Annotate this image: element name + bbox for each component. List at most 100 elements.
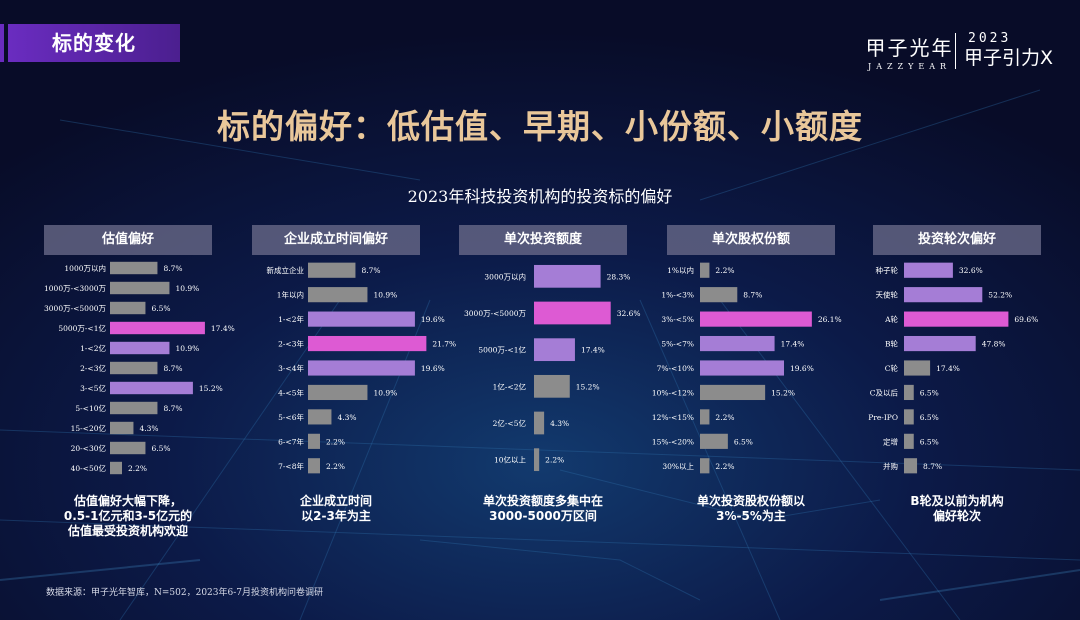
chart-subtitle: 2023年科技投资机构的投资标的偏好 (407, 187, 673, 206)
brand-divider (955, 33, 956, 69)
category-label: 20-<30亿 (71, 443, 107, 453)
category-label: 4-<5年 (278, 387, 304, 397)
brand-name-en: JAZZYEAR (867, 62, 952, 71)
bar (308, 409, 332, 425)
panel-title-valuation: 估值偏好 (44, 225, 212, 255)
caption-line: 以2-3年为主 (301, 509, 371, 523)
valuation-chart: 1000万以内 8.7% 1000万-<3000万 10.9% 3000万-<5000万… (44, 261, 235, 475)
value-label: 19.6% (790, 364, 814, 373)
value-label: 6.5% (920, 413, 939, 422)
category-label: 5%-<7% (661, 340, 694, 349)
category-label: 2-<3年 (278, 339, 304, 349)
category-label: A轮 (884, 314, 898, 324)
category-label: 1%-<3% (661, 291, 694, 300)
panel-title-investment-amount: 单次投资额度 (459, 225, 627, 255)
category-label: 3-<5亿 (80, 383, 106, 393)
category-label: C轮 (885, 363, 899, 373)
value-label: 19.6% (421, 364, 445, 373)
bar (110, 381, 193, 395)
value-label: 47.8% (982, 340, 1006, 349)
category-label: 7-<8年 (278, 461, 304, 471)
value-label: 6.5% (151, 304, 170, 313)
value-label: 2.2% (128, 464, 147, 473)
value-label: 15.2% (199, 384, 223, 393)
value-label: 2.2% (326, 462, 345, 471)
value-label: 2.2% (715, 266, 734, 275)
category-label: 1000万以内 (64, 263, 106, 273)
bar (904, 287, 983, 303)
caption-valuation: 估值偏好大幅下降， 0.5-1亿元和3-5亿元的 估值最受投资机构欢迎 (44, 494, 212, 539)
value-label: 10.9% (175, 344, 199, 353)
bar (110, 341, 170, 355)
value-label: 8.7% (163, 404, 182, 413)
value-label: 10.9% (373, 291, 397, 300)
value-label: 2.2% (326, 437, 345, 446)
value-label: 8.7% (743, 291, 762, 300)
bar (700, 311, 812, 327)
value-label: 8.7% (163, 264, 182, 273)
bar (700, 287, 738, 303)
bar (700, 458, 710, 474)
svg-text:2023: 2023 (968, 31, 1011, 46)
caption-line: 估值最受投资机构欢迎 (67, 524, 188, 538)
category-label: 3000万-<5000万 (44, 304, 106, 313)
bar (534, 448, 540, 472)
bar (534, 301, 611, 325)
equity-share-chart: 1%以内 2.2% 1%-<3% 8.7% 3%-<5% 26.1% 5%-<7% 17.4%… (652, 262, 842, 474)
bar (110, 301, 146, 315)
bar (534, 411, 545, 435)
data-source-note: 数据来源：甲子光年智库，N=502，2023年6-7月投资机构问卷调研 (46, 588, 323, 598)
value-label: 10.9% (175, 284, 199, 293)
headline: 标的偏好：低估值、早期、小份额、小额度 (217, 107, 863, 146)
section-tag-label: 标的变化 (52, 31, 136, 55)
category-label: 3%-<5% (661, 315, 694, 324)
bar (904, 335, 976, 352)
value-label: 2.2% (715, 413, 734, 422)
bar (110, 361, 158, 375)
caption-line: 单次投资股权份额以 (696, 494, 805, 508)
value-label: 6.5% (920, 388, 939, 397)
company-age-chart: 新成立企业 8.7% 1年以内 10.9% 1-<2年 19.6% 2-<3年 21.7% 3-… (267, 262, 456, 474)
caption-investment-amount: 单次投资额度多集中在 3000-5000万区间 (455, 494, 631, 524)
bar (110, 281, 170, 295)
category-label: Pre-IPO (868, 413, 898, 422)
category-label: 12%-<15% (652, 413, 694, 422)
bar (700, 262, 710, 278)
value-label: 4.3% (550, 419, 569, 428)
value-label: 26.1% (818, 315, 842, 324)
caption-line: 单次投资额度多集中在 (482, 494, 603, 508)
bar (904, 360, 931, 376)
category-label: 3000万-<5000万 (464, 309, 526, 318)
value-label: 6.5% (734, 437, 753, 446)
category-label: 1亿-<2亿 (493, 381, 527, 391)
value-label: 52.2% (988, 291, 1012, 300)
bar (700, 360, 784, 376)
bar (904, 311, 1009, 327)
bar (308, 458, 320, 474)
value-label: 2.2% (545, 456, 564, 465)
value-label: 32.6% (959, 266, 983, 275)
category-label: 3-<4年 (278, 363, 304, 373)
category-label: 定增 (883, 436, 898, 446)
category-label: 1%以内 (667, 265, 694, 275)
category-label: 5-<6年 (278, 412, 304, 422)
bar (308, 360, 415, 376)
category-label: 2-<3亿 (80, 363, 106, 373)
category-label: 15-<20亿 (71, 423, 107, 433)
value-label: 17.4% (581, 346, 605, 355)
category-label: 1000万-<3000万 (44, 284, 106, 293)
caption-round: B轮及以前为机构 偏好轮次 (873, 494, 1041, 524)
caption-line: 估值偏好大幅下降， (73, 494, 182, 508)
bar (700, 433, 728, 449)
category-label: 30%以上 (662, 462, 694, 471)
brand-name-cn: 甲子光年 (865, 36, 954, 60)
category-label: 5000万-<1亿 (58, 323, 106, 333)
category-label: B轮 (885, 339, 899, 349)
category-label: 1-<2亿 (80, 343, 106, 353)
category-label: 新成立企业 (267, 265, 305, 275)
bar (110, 261, 158, 275)
bar (110, 441, 146, 455)
bar (904, 433, 914, 449)
bar (308, 433, 320, 449)
caption-line: B轮及以前为机构 (910, 494, 1004, 508)
